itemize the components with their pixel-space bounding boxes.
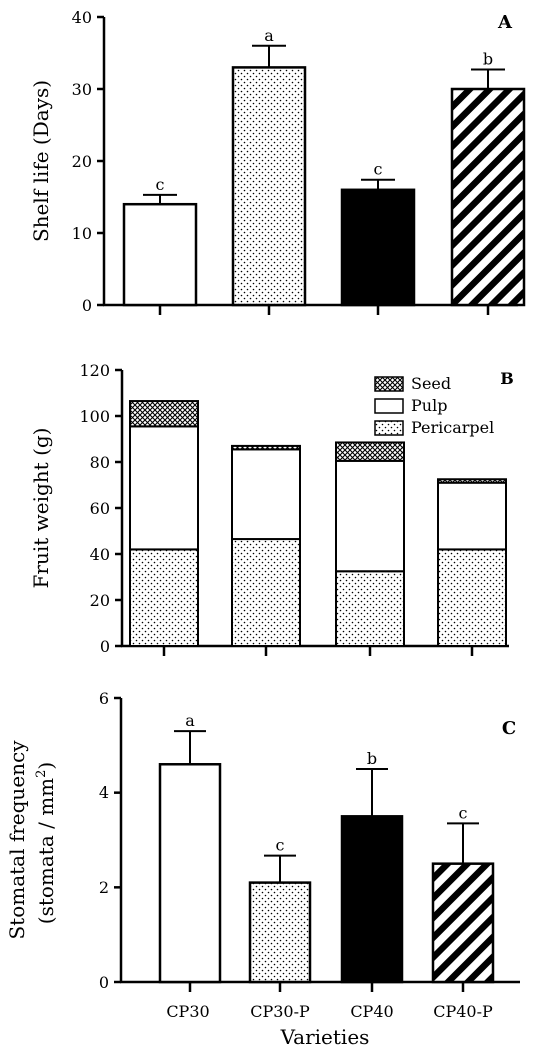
x-tick-label-cp40: CP40: [350, 1002, 393, 1021]
panel-c-y-label-line2: (stomata / mm2): [34, 762, 58, 924]
panel-a: A Shelf life (Days) 0 10 20 30 40 c a c b: [29, 8, 526, 315]
legend-swatch-pulp: [374, 398, 404, 414]
panel-a-y-label: Shelf life (Days): [29, 80, 53, 242]
x-tick-label-cp30-p: CP30-P: [250, 1002, 310, 1021]
panel-b-y-tick-label: 100: [79, 407, 110, 426]
legend-label-pericarpel: Pericarpel: [411, 418, 494, 437]
stacked-bar-segment-pericarpel: [437, 548, 507, 648]
significance-letter: a: [264, 26, 274, 45]
panel-b-y-tick-label: 0: [100, 637, 110, 656]
panel-c-y-label: Stomatal frequency (stomata / mm2): [5, 740, 58, 940]
panel-a-letter: A: [497, 12, 513, 33]
panel-a-y-ticks: 0 10 20 30 40: [72, 8, 92, 315]
stacked-bar-segment-seed: [129, 400, 199, 428]
bar: [248, 881, 312, 984]
stacked-bar-segment-pericarpel: [335, 570, 405, 647]
panel-b-y-tick-label: 120: [79, 361, 110, 380]
stacked-bar-segment-pulp: [231, 448, 301, 541]
bar: [450, 87, 526, 307]
panel-b-legend: Seed Pulp Pericarpel: [374, 374, 494, 437]
x-tick-label-cp30: CP30: [166, 1002, 209, 1021]
panel-a-y-tick-label: 0: [82, 296, 92, 315]
panel-a-marks: c a c b: [97, 15, 526, 315]
stacked-bar-segment-seed: [335, 441, 405, 462]
panel-a-y-tick-label: 20: [72, 152, 92, 171]
bar: [340, 815, 404, 984]
panel-c: C Stomatal frequency (stomata / mm2) 0 2…: [5, 689, 520, 1049]
panel-b-y-ticks: 0 20 40 60 80 100 120: [79, 361, 110, 656]
panel-c-y-label-unit: (stomata / mm: [34, 778, 58, 924]
bar: [158, 763, 222, 984]
panel-c-x-label: Varieties: [280, 1025, 370, 1049]
significance-letter: c: [276, 836, 285, 855]
panel-c-y-tick-label: 4: [99, 783, 109, 802]
stacked-bar-segment-pericarpel: [231, 538, 301, 647]
panel-a-y-tick-label: 40: [72, 8, 92, 27]
panel-b: B Fruit weight (g) 0 20 40 60 80 100 120…: [29, 361, 514, 656]
panel-b-marks: [115, 368, 507, 656]
panel-a-y-tick-label: 30: [72, 80, 92, 99]
stacked-bar-segment-seed: [437, 478, 507, 484]
panel-c-y-label-superscript: 2: [34, 770, 49, 778]
panel-b-y-label: Fruit weight (g): [29, 428, 53, 589]
significance-letter: c: [459, 803, 468, 822]
legend-label-pulp: Pulp: [411, 396, 447, 415]
panel-c-y-tick-label: 6: [99, 689, 109, 708]
significance-letter: a: [185, 711, 195, 730]
panel-b-y-tick-label: 60: [90, 499, 110, 518]
significance-letter: c: [374, 160, 383, 179]
significance-letter: c: [156, 175, 165, 194]
x-tick-label-cp40-p: CP40-P: [433, 1002, 493, 1021]
bar: [431, 862, 495, 984]
panel-b-y-tick-label: 80: [90, 453, 110, 472]
bar: [122, 202, 198, 307]
panel-b-y-tick-label: 20: [90, 591, 110, 610]
stacked-bar-segment-seed: [231, 444, 301, 451]
legend-swatch-seed: [374, 376, 404, 392]
panel-c-letter: C: [502, 718, 516, 739]
panel-a-y-tick-label: 10: [72, 224, 92, 243]
significance-letter: b: [483, 50, 493, 69]
panel-c-x-tick-labels: CP30 CP30-P CP40 CP40-P: [166, 1002, 493, 1021]
panel-c-y-ticks: 0 2 4 6: [99, 689, 109, 992]
stacked-bar-segment-pulp: [437, 481, 507, 551]
bar: [340, 188, 416, 307]
legend-label-seed: Seed: [411, 374, 451, 393]
panel-b-y-tick-label: 40: [90, 545, 110, 564]
stacked-bar-segment-pericarpel: [129, 548, 199, 648]
panel-c-y-label-line1: Stomatal frequency: [5, 740, 29, 940]
panel-c-y-label-close: ): [34, 762, 58, 770]
bar: [231, 66, 307, 307]
panel-c-marks: a c b c: [114, 696, 495, 992]
stacked-bar-segment-pulp: [335, 459, 405, 573]
significance-letter: b: [367, 749, 377, 768]
panel-b-letter: B: [500, 369, 514, 388]
legend-swatch-pericarpel: [374, 420, 404, 436]
panel-c-y-tick-label: 0: [99, 973, 109, 992]
panel-c-y-tick-label: 2: [99, 878, 109, 897]
stacked-bar-segment-pulp: [129, 425, 199, 551]
